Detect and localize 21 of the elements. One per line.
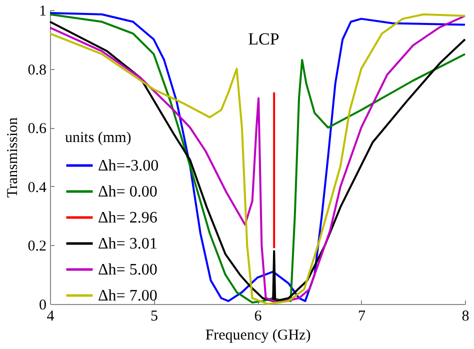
legend-label: Δh=-3.00	[98, 158, 159, 174]
legend-title: units (mm)	[65, 130, 132, 146]
legend-label: Δh= 2.96	[98, 210, 158, 226]
y-axis-title: Transmission	[4, 116, 21, 198]
legend-label: Δh= 7.00	[98, 288, 158, 304]
legend-label: Δh= 3.01	[98, 236, 158, 252]
y-tick-label: 0.2	[28, 238, 46, 255]
x-tick-label: 7	[358, 308, 366, 324]
x-tick-label: 8	[462, 308, 470, 324]
y-tick-label: 0.4	[28, 180, 47, 196]
x-tick-label: 4	[46, 308, 55, 324]
y-tick-label: 0.8	[28, 62, 46, 78]
x-axis-title: Frequency (GHz)	[205, 328, 311, 344]
x-tick-label: 5	[150, 308, 158, 324]
annotation: LCP	[248, 29, 280, 48]
legend-label: Δh= 5.00	[98, 262, 158, 278]
y-tick-label: 1	[39, 4, 46, 20]
y-tick-label: 0.6	[28, 121, 47, 138]
x-tick-label: 6	[254, 308, 262, 324]
y-tick-label: 0	[39, 298, 46, 314]
legend-label: Δh= 0.00	[98, 184, 158, 200]
